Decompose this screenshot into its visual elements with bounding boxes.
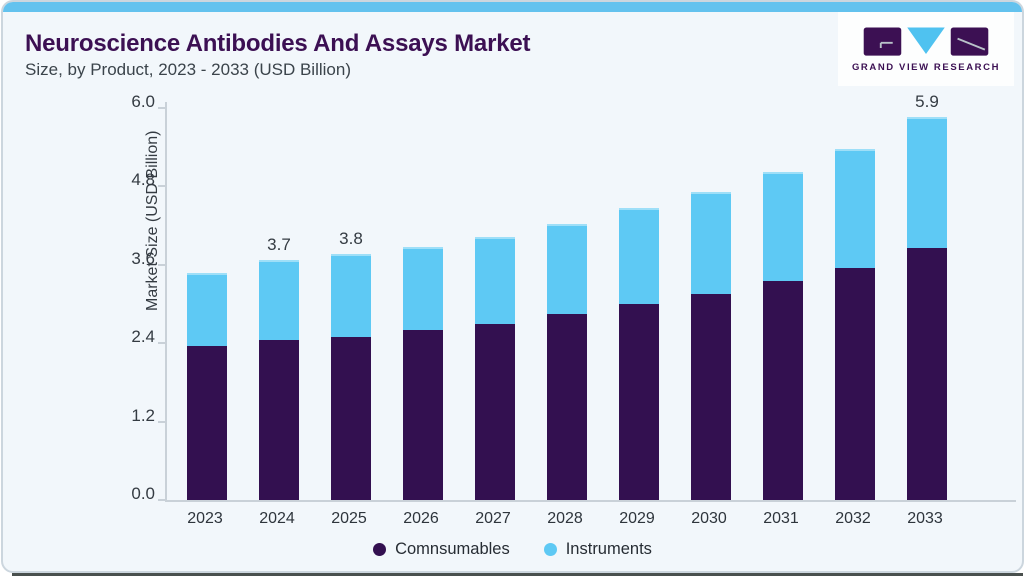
- bar-slot-2024: 3.7: [243, 235, 315, 500]
- legend-label: Comnsumables: [395, 540, 510, 558]
- consumables-segment-2031: [763, 281, 803, 500]
- plot-area: 3.7 3.8 5.9: [158, 92, 1016, 502]
- y-tick-1.2: 1.2: [131, 405, 155, 425]
- instruments-segment-2032: [835, 149, 875, 269]
- page-title: Neuroscience Antibodies And Assays Marke…: [25, 30, 531, 57]
- bar-slot-2028: [531, 224, 603, 500]
- consumables-segment-2025: [331, 336, 371, 500]
- bar-slot-2026: [387, 247, 459, 500]
- bar-2029: [619, 208, 659, 500]
- bar-value-label-2024: 3.7: [267, 235, 291, 255]
- bar-slot-2032: [819, 149, 891, 500]
- consumables-segment-2028: [547, 313, 587, 500]
- top-accent-bar: [3, 2, 1022, 12]
- bar-slot-2030: [675, 191, 747, 500]
- bar-slot-2027: [459, 237, 531, 500]
- y-tickmark-3.6: [158, 263, 166, 266]
- y-tickmark-6.0: [158, 107, 166, 109]
- x-tick-2026: 2026: [403, 510, 439, 527]
- bar-2032: [835, 149, 875, 500]
- y-tick-2.4: 2.4: [131, 327, 155, 347]
- x-tick-2033: 2033: [907, 510, 943, 527]
- instruments-segment-2025: [331, 253, 371, 337]
- y-tick-6.0: 6.0: [131, 92, 155, 111]
- legend-dot-icon: [543, 543, 557, 556]
- bar-slot-2025: 3.8: [315, 229, 387, 500]
- x-tick-2027: 2027: [475, 510, 511, 527]
- consumables-segment-2026: [403, 330, 443, 500]
- consumables-segment-2023: [187, 346, 227, 500]
- x-tick-2023: 2023: [187, 510, 223, 527]
- bar-2024: 3.7: [259, 235, 299, 500]
- bar-slot-2029: [603, 208, 675, 500]
- instruments-segment-2026: [403, 247, 443, 331]
- bar-2026: [403, 247, 443, 500]
- bar-2025: 3.8: [331, 229, 371, 500]
- x-tick-2024: 2024: [259, 510, 295, 527]
- logo-g-notch: [879, 41, 893, 48]
- bar-2033: 5.9: [907, 92, 947, 500]
- y-tick-0.0: 0.0: [131, 484, 155, 503]
- y-axis-ticks: 6.0 4.8 3.6 2.4 1.2 0.0: [3, 92, 155, 503]
- grand-view-research-logo: GRAND VIEW RESEARCH: [838, 12, 1014, 86]
- legend-item-instruments: Instruments: [543, 540, 652, 559]
- legend: Comnsumables Instruments: [3, 540, 1022, 559]
- y-tick-3.6: 3.6: [131, 248, 155, 268]
- bar-2028: [547, 224, 587, 500]
- bar-value-label-2025: 3.8: [339, 228, 363, 248]
- consumables-segment-2032: [835, 268, 875, 500]
- consumables-segment-2030: [691, 294, 731, 500]
- legend-label: Instruments: [565, 540, 652, 558]
- bottom-accent-bar: [12, 573, 1023, 576]
- consumables-segment-2029: [619, 304, 659, 500]
- gvr-logo-icon: [863, 26, 989, 56]
- instruments-segment-2030: [691, 191, 731, 295]
- page-subtitle: Size, by Product, 2023 - 2033 (USD Billi…: [25, 60, 351, 79]
- y-tickmark-4.8: [158, 185, 166, 188]
- logo-g-block: [863, 26, 902, 56]
- instruments-segment-2027: [475, 237, 515, 324]
- instruments-segment-2028: [547, 224, 587, 314]
- instruments-segment-2033: [907, 116, 947, 249]
- logo-v-triangle: [907, 26, 945, 54]
- bar-value-label-2033: 5.9: [915, 91, 939, 111]
- logo-brand-text: GRAND VIEW RESEARCH: [851, 61, 1001, 73]
- bar-slot-2031: [747, 172, 819, 500]
- bars-container: 3.7 3.8 5.9: [171, 92, 963, 500]
- x-tick-2025: 2025: [331, 510, 367, 527]
- bar-slot-2033: 5.9: [891, 92, 963, 500]
- instruments-segment-2023: [187, 273, 227, 347]
- y-tickmark-2.4: [158, 342, 166, 345]
- bar-2027: [475, 237, 515, 500]
- legend-item-comnsumables: Comnsumables: [373, 540, 510, 559]
- x-tick-2032: 2032: [835, 510, 871, 527]
- logo-r-block: [950, 26, 989, 56]
- instruments-segment-2024: [259, 260, 299, 340]
- y-tickmark-1.2: [158, 420, 166, 423]
- bar-2030: [691, 191, 731, 500]
- y-tickmark-0.0: [158, 499, 166, 501]
- bar-slot-2023: [171, 273, 243, 500]
- legend-dot-icon: [373, 543, 387, 556]
- instruments-segment-2029: [619, 208, 659, 304]
- x-tick-2031: 2031: [763, 510, 799, 527]
- consumables-segment-2024: [259, 339, 299, 500]
- x-tick-2028: 2028: [547, 510, 583, 527]
- logo-r-leg: [957, 37, 986, 51]
- instruments-segment-2031: [763, 172, 803, 282]
- x-axis-labels: 2023 2024 2025 2026 2027 2028 2029 2030 2031 2032…: [169, 510, 1020, 528]
- consumables-segment-2027: [475, 323, 515, 500]
- x-tick-2029: 2029: [619, 510, 655, 527]
- x-tick-2030: 2030: [691, 510, 727, 527]
- bar-2023: [187, 273, 227, 500]
- consumables-segment-2033: [907, 248, 947, 500]
- y-tick-4.8: 4.8: [131, 170, 155, 190]
- bar-2031: [763, 172, 803, 500]
